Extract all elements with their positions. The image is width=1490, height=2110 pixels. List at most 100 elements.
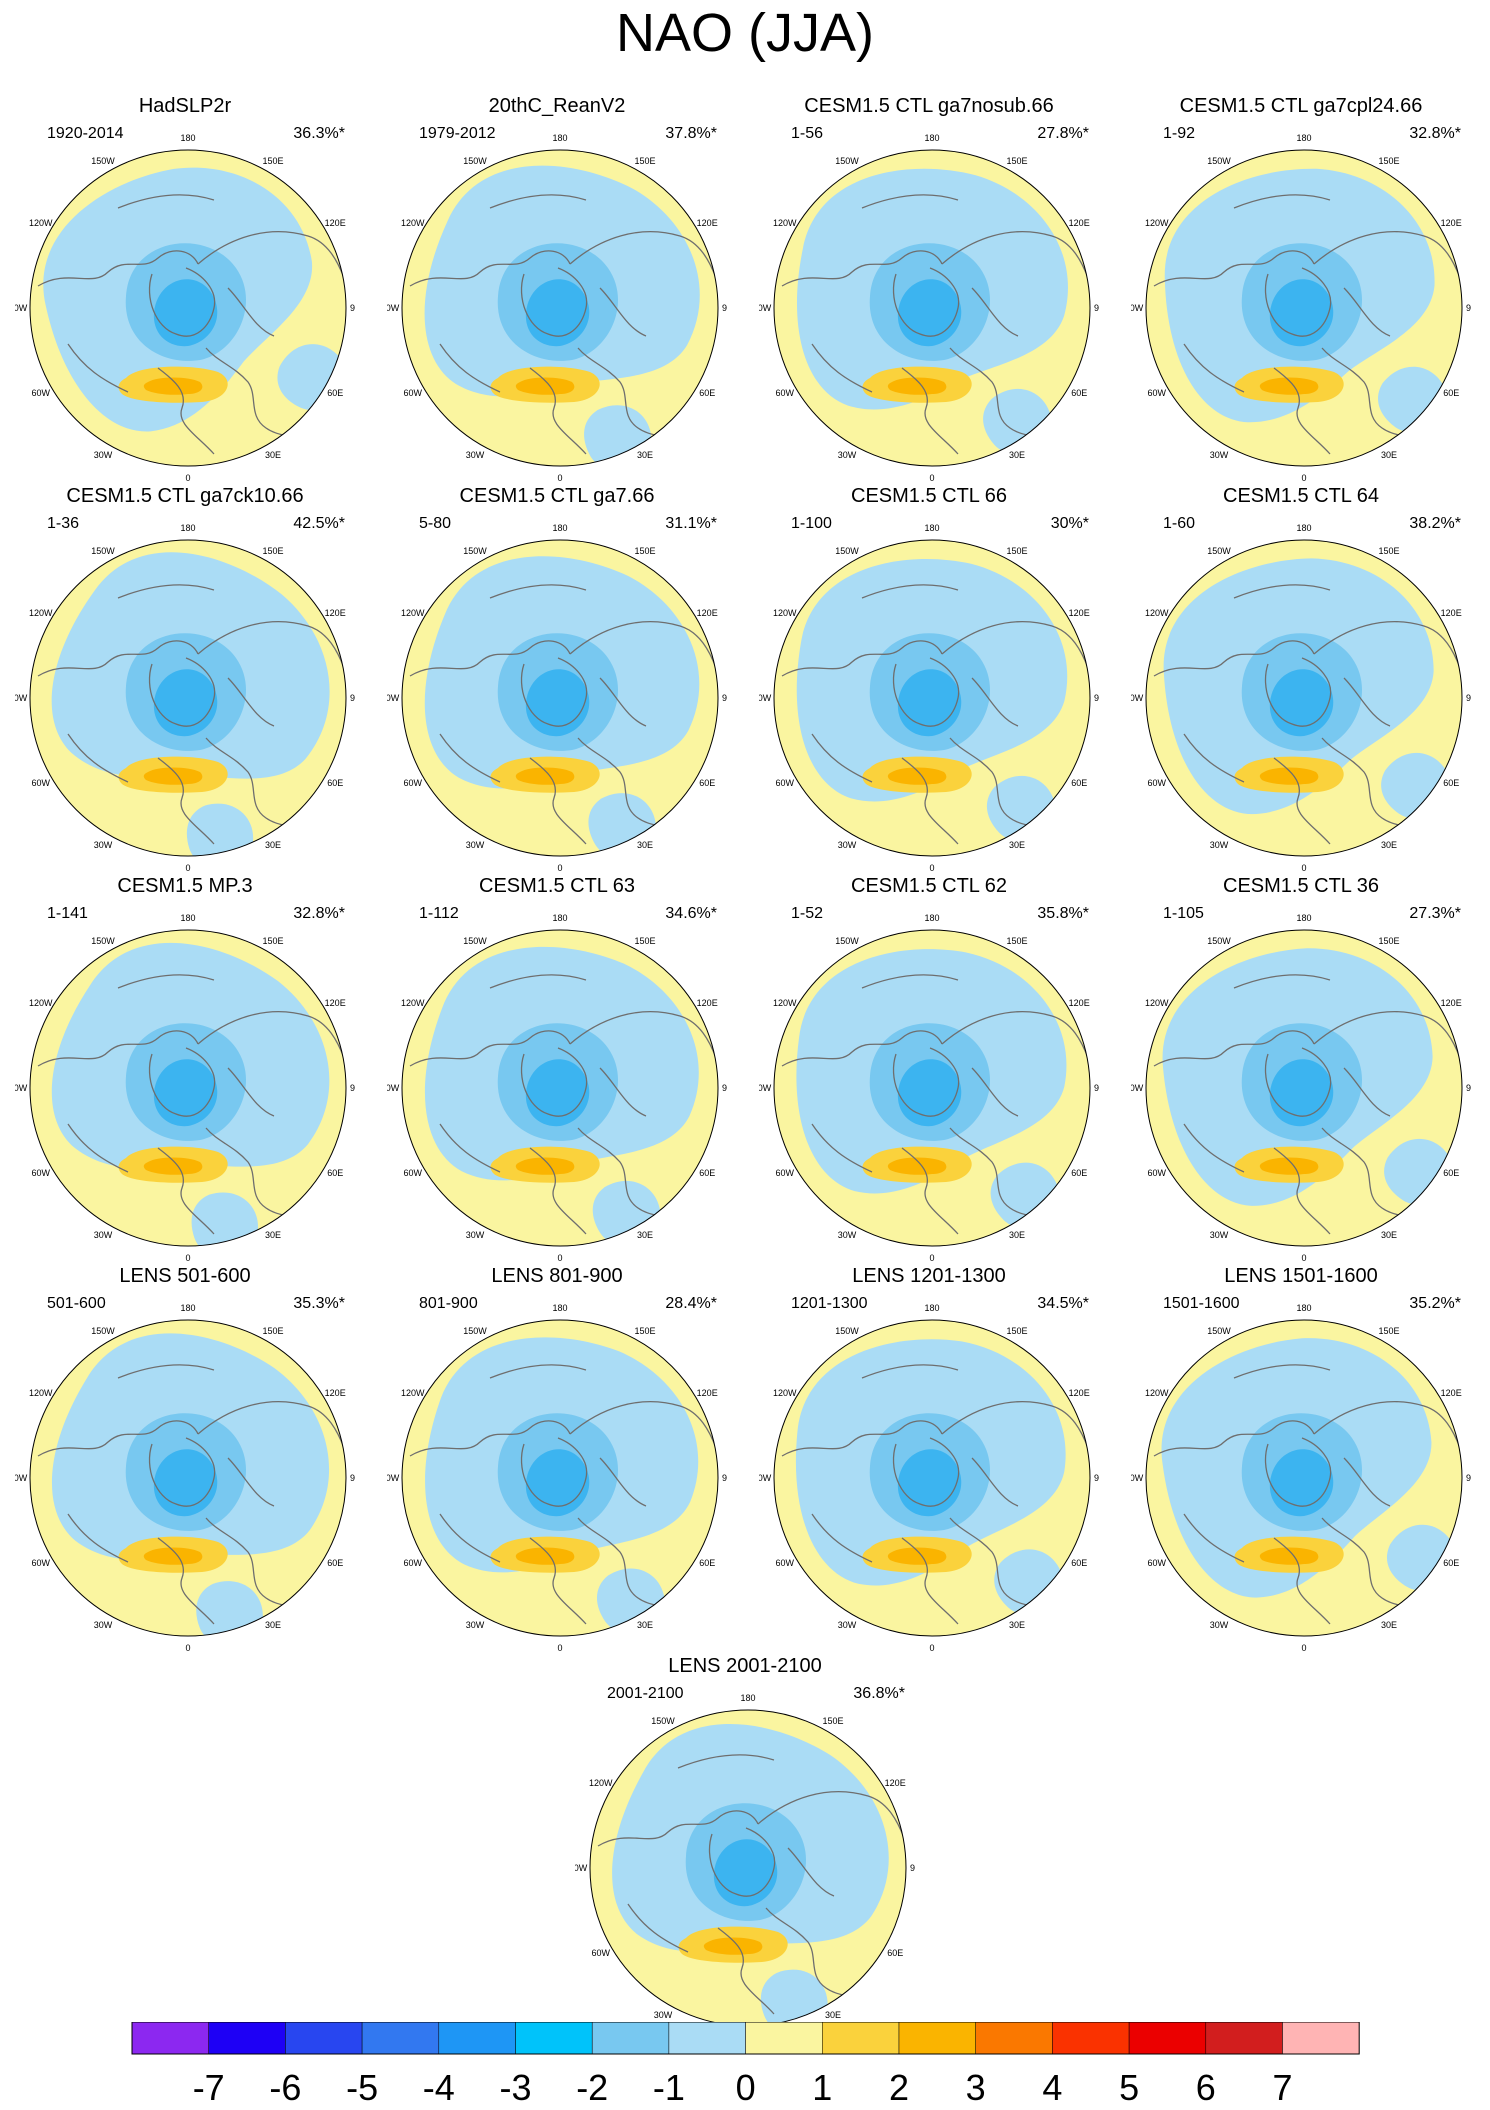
longitude-label: 60W	[32, 388, 51, 398]
coastline	[811, 343, 873, 393]
coastline	[439, 1513, 501, 1563]
longitude-label: 30E	[637, 840, 653, 850]
coastline	[811, 1513, 873, 1563]
longitude-label: 60W	[1148, 778, 1167, 788]
coastline	[520, 657, 588, 727]
longitude-label: 90W	[759, 1083, 772, 1093]
panel-variance-percent: 36.8%*	[853, 1685, 905, 1702]
longitude-label: 150W	[835, 546, 859, 556]
longitude-label: 30W	[654, 2010, 673, 2020]
longitude-label: 0	[557, 863, 562, 873]
coastline	[1153, 640, 1315, 677]
polar-map: 180 150E 120E 90E 60E 30E 0 30W 60W 90W 120W 150W	[387, 913, 727, 1263]
coastline	[901, 1537, 959, 1625]
longitude-label: 90W	[15, 303, 28, 313]
negative-anomaly-center	[525, 669, 590, 737]
panel-title: LENS 801-900	[491, 1265, 623, 1287]
longitude-label: 120E	[1441, 608, 1462, 618]
panel-period: 1-92	[1163, 125, 1196, 142]
longitude-label: 150E	[1378, 936, 1399, 946]
longitude-label: 90E	[350, 1473, 355, 1483]
coastline	[439, 343, 501, 393]
longitude-label: 90E	[722, 1083, 727, 1093]
map-panel: 180 150E 120E 90E 60E 30E 0 30W 60W 90W 120W 150W CE…	[759, 875, 1099, 1263]
longitude-label: 90W	[759, 303, 772, 313]
negative-anomaly-center	[153, 1449, 218, 1517]
longitude-label: 120E	[1441, 218, 1462, 228]
map-panel: 180 150E 120E 90E 60E 30E 0 30W 60W 90W 120W 150W 20…	[387, 95, 727, 483]
longitude-label: 90W	[1131, 1473, 1144, 1483]
panel-title: CESM1.5 CTL 63	[479, 875, 635, 897]
longitude-label: 120W	[401, 998, 425, 1008]
positive-anomaly-center	[1259, 1547, 1319, 1565]
longitude-label: 180	[552, 913, 567, 923]
longitude-label: 180	[552, 133, 567, 143]
positive-anomaly-center	[515, 377, 575, 395]
map-boundary	[1145, 149, 1463, 467]
coastline	[597, 1810, 759, 1847]
longitude-label: 150W	[91, 546, 115, 556]
coastline	[157, 757, 215, 845]
panel-period: 2001-2100	[607, 1685, 684, 1702]
coastline	[529, 1147, 587, 1235]
positive-anomaly-center	[515, 767, 575, 785]
coastline	[1273, 367, 1331, 455]
longitude-label: 30E	[825, 2010, 841, 2020]
longitude-label: 0	[1301, 863, 1306, 873]
colorbar-swatch	[1052, 2022, 1130, 2055]
coastline	[1343, 1067, 1391, 1117]
map-panel: 180 150E 120E 90E 60E 30E 0 30W 60W 90W 120W 150W CE…	[1131, 95, 1471, 483]
coastline	[599, 1457, 647, 1507]
polar-map: 180 150E 120E 90E 60E 30E 0 30W 60W 90W 120W 150W	[1131, 1303, 1471, 1653]
positive-anomaly-center	[887, 377, 947, 395]
longitude-label: 180	[180, 913, 195, 923]
longitude-label: 60E	[699, 778, 715, 788]
colorbar-swatch	[438, 2022, 516, 2055]
longitude-label: 30W	[94, 450, 113, 460]
coastline	[569, 621, 717, 669]
longitude-label: 90W	[387, 693, 400, 703]
longitude-label: 150W	[835, 1326, 859, 1336]
longitude-label: 30E	[637, 1230, 653, 1240]
positive-anomaly-center	[515, 1157, 575, 1175]
longitude-label: 90W	[15, 1473, 28, 1483]
coastline	[67, 1123, 129, 1173]
polar-map: 180 150E 120E 90E 60E 30E 0 30W 60W 90W 120W 150W	[1131, 523, 1471, 873]
longitude-label: 120E	[1069, 998, 1090, 1008]
panel-period: 1-112	[419, 905, 459, 922]
longitude-label: 0	[185, 1253, 190, 1263]
coastline	[599, 677, 647, 727]
longitude-label: 0	[557, 1643, 562, 1653]
longitude-label: 150E	[262, 1326, 283, 1336]
longitude-label: 30E	[265, 1620, 281, 1630]
coastline	[627, 1903, 689, 1953]
coastline	[1313, 1011, 1461, 1059]
longitude-label: 30E	[265, 840, 281, 850]
longitude-label: 150E	[634, 1326, 655, 1336]
longitude-label: 60W	[776, 778, 795, 788]
longitude-label: 150E	[1006, 936, 1027, 946]
coastline	[157, 1537, 215, 1625]
coastline	[489, 194, 587, 209]
colorbar-tick-label: -3	[499, 2067, 531, 2108]
negative-anomaly-center	[153, 1059, 218, 1127]
coastline	[971, 1067, 1019, 1117]
longitude-label: 150E	[1006, 546, 1027, 556]
map-panel: 180 150E 120E 90E 60E 30E 0 30W 60W 90W 120W 150W CE…	[1131, 485, 1471, 873]
longitude-label: 30W	[1210, 1230, 1229, 1240]
coastline	[781, 1420, 943, 1457]
longitude-label: 30E	[1381, 1620, 1397, 1630]
longitude-label: 30W	[466, 1230, 485, 1240]
map-boundary	[401, 539, 719, 857]
map-boundary	[29, 929, 347, 1247]
coastline	[1264, 657, 1332, 727]
coastline	[1233, 1364, 1331, 1379]
coastline	[971, 677, 1019, 727]
coastline	[197, 1011, 345, 1059]
longitude-label: 120E	[1441, 1388, 1462, 1398]
coastline	[569, 1011, 717, 1059]
longitude-label: 60E	[699, 1168, 715, 1178]
coastline	[901, 367, 959, 455]
longitude-label: 30W	[466, 450, 485, 460]
map-boundary	[1145, 929, 1463, 1247]
